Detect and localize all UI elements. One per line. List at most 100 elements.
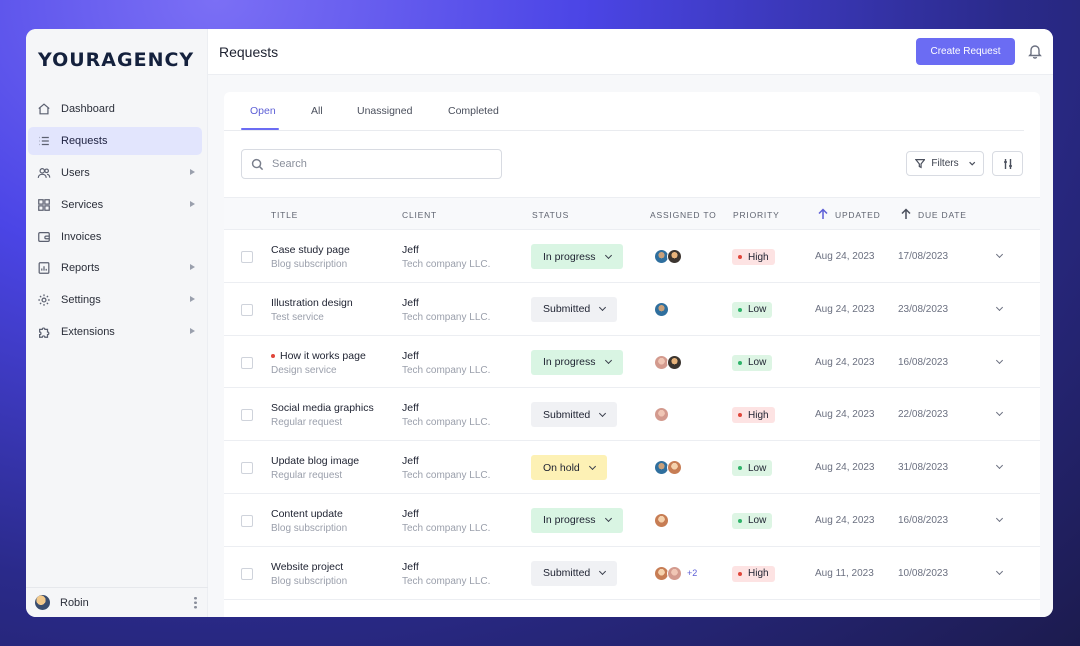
- due-date: 22/08/2023: [898, 409, 949, 421]
- row-checkbox[interactable]: [241, 251, 253, 263]
- expand-chevron-icon[interactable]: [995, 303, 1004, 311]
- user-profile[interactable]: Robin: [26, 587, 208, 617]
- column-settings-button[interactable]: [992, 151, 1023, 176]
- request-title[interactable]: Social media graphics: [271, 402, 374, 414]
- expand-chevron-icon[interactable]: [995, 409, 1004, 417]
- request-title[interactable]: Illustration design: [271, 297, 353, 309]
- sidebar-item-settings[interactable]: Settings: [28, 286, 202, 314]
- sidebar-item-services[interactable]: Services: [28, 191, 202, 219]
- chevron-down-icon: [604, 515, 612, 523]
- client-name: Jeff: [402, 507, 419, 520]
- arrow-up-icon: [818, 208, 828, 219]
- sidebar-item-dashboard[interactable]: Dashboard: [28, 95, 202, 123]
- caret-right-icon: [190, 200, 195, 207]
- sidebar-item-invoices[interactable]: Invoices: [28, 223, 202, 251]
- column-assigned[interactable]: ASSIGNED TO: [650, 210, 717, 220]
- chevron-down-icon: [588, 462, 596, 470]
- list-icon: [36, 133, 52, 149]
- chevron-down-icon: [599, 304, 607, 312]
- status-dropdown[interactable]: Submitted: [531, 402, 618, 428]
- status-label: Submitted: [543, 303, 591, 316]
- row-checkbox[interactable]: [241, 514, 253, 527]
- caret-right-icon: [190, 264, 195, 271]
- column-client[interactable]: CLIENT: [402, 210, 438, 220]
- tab-unassigned[interactable]: Unassigned: [357, 105, 413, 117]
- request-title-text: Content update: [271, 507, 343, 520]
- filters-label: Filters: [931, 158, 959, 169]
- table-row[interactable]: How it works page Design service Jeff Tech …: [224, 336, 1040, 389]
- table-row[interactable]: Social media graphics Regular request Jeff…: [224, 388, 1040, 442]
- wallet-icon: [36, 229, 52, 245]
- search-input[interactable]: [272, 158, 472, 170]
- sidebar-item-users[interactable]: Users: [28, 159, 202, 187]
- tab-open[interactable]: Open: [250, 105, 276, 117]
- request-title[interactable]: How it works page: [271, 350, 366, 362]
- status-dropdown[interactable]: Submitted: [531, 560, 618, 586]
- more-vertical-icon[interactable]: [194, 596, 197, 609]
- client-name: Jeff: [402, 349, 419, 362]
- assignees[interactable]: +2: [654, 565, 697, 581]
- status-dropdown[interactable]: On hold: [531, 455, 607, 481]
- assignees[interactable]: [654, 407, 669, 423]
- bell-icon[interactable]: [1027, 43, 1043, 59]
- column-updated[interactable]: UPDATED: [817, 208, 881, 220]
- status-label: In progress: [543, 356, 596, 369]
- assignees[interactable]: [654, 354, 682, 370]
- sidebar-item-reports[interactable]: Reports: [28, 254, 202, 282]
- status-dropdown[interactable]: In progress: [531, 507, 623, 533]
- row-checkbox[interactable]: [241, 356, 253, 369]
- column-priority[interactable]: PRIORITY: [733, 210, 780, 220]
- priority-label: High: [748, 409, 769, 421]
- table-row[interactable]: Website project Blog subscription Jeff Tech…: [224, 547, 1040, 600]
- status-label: In progress: [543, 514, 596, 527]
- avatar: [667, 249, 682, 264]
- column-title[interactable]: TITLE: [271, 210, 299, 220]
- filters-button[interactable]: Filters: [906, 151, 984, 176]
- assignees[interactable]: [654, 249, 682, 264]
- table-row[interactable]: Case study page Blog subscription Jeff Tech…: [224, 230, 1040, 283]
- avatar: [667, 565, 682, 581]
- status-dropdown[interactable]: Submitted: [531, 296, 618, 322]
- request-title-text: Case study page: [271, 244, 350, 256]
- row-checkbox[interactable]: [241, 303, 253, 316]
- sidebar-item-extensions[interactable]: Extensions: [28, 318, 202, 346]
- status-dropdown[interactable]: In progress: [531, 244, 623, 269]
- priority-dot-icon: [738, 413, 742, 418]
- status-dropdown[interactable]: In progress: [531, 349, 623, 375]
- search-box[interactable]: [241, 149, 502, 179]
- request-title[interactable]: Website project: [271, 561, 343, 573]
- priority-dot-icon: [738, 518, 742, 523]
- row-checkbox[interactable]: [241, 567, 253, 580]
- expand-chevron-icon[interactable]: [995, 462, 1004, 470]
- tab-all[interactable]: All: [311, 105, 323, 117]
- request-title[interactable]: Case study page: [271, 244, 350, 256]
- table-row[interactable]: Illustration design Test service Jeff Tech …: [224, 283, 1040, 336]
- expand-chevron-icon[interactable]: [995, 567, 1004, 575]
- due-date: 16/08/2023: [898, 356, 949, 368]
- column-status[interactable]: STATUS: [532, 210, 570, 220]
- assignees[interactable]: [654, 301, 669, 317]
- priority-label: High: [748, 251, 769, 263]
- sidebar-item-requests[interactable]: Requests: [28, 126, 202, 155]
- client-company: Tech company LLC.: [402, 311, 491, 323]
- row-checkbox[interactable]: [241, 409, 253, 422]
- request-title[interactable]: Update blog image: [271, 455, 359, 467]
- table-row[interactable]: Content update Blog subscription Jeff Tech …: [224, 494, 1040, 547]
- table-row[interactable]: Update blog image Regular request Jeff Tech…: [224, 441, 1040, 494]
- expand-chevron-icon[interactable]: [995, 250, 1004, 259]
- gear-icon: [36, 292, 52, 308]
- sidebar-item-label: Services: [61, 198, 104, 211]
- request-title[interactable]: Content update: [271, 508, 343, 520]
- row-checkbox[interactable]: [241, 462, 253, 475]
- expand-chevron-icon[interactable]: [995, 514, 1004, 523]
- priority-badge: Low: [732, 460, 773, 477]
- assignees[interactable]: [654, 512, 669, 528]
- tab-bar: Open All Unassigned Completed: [224, 92, 1024, 131]
- expand-chevron-icon[interactable]: [995, 356, 1004, 364]
- due-date: 16/08/2023: [898, 514, 949, 526]
- requests-card: Open All Unassigned Completed Filters TI…: [224, 92, 1040, 617]
- column-due-date[interactable]: DUE DATE: [900, 208, 967, 220]
- create-request-button[interactable]: Create Request: [916, 38, 1015, 65]
- assignees[interactable]: [654, 460, 682, 476]
- tab-completed[interactable]: Completed: [448, 105, 499, 117]
